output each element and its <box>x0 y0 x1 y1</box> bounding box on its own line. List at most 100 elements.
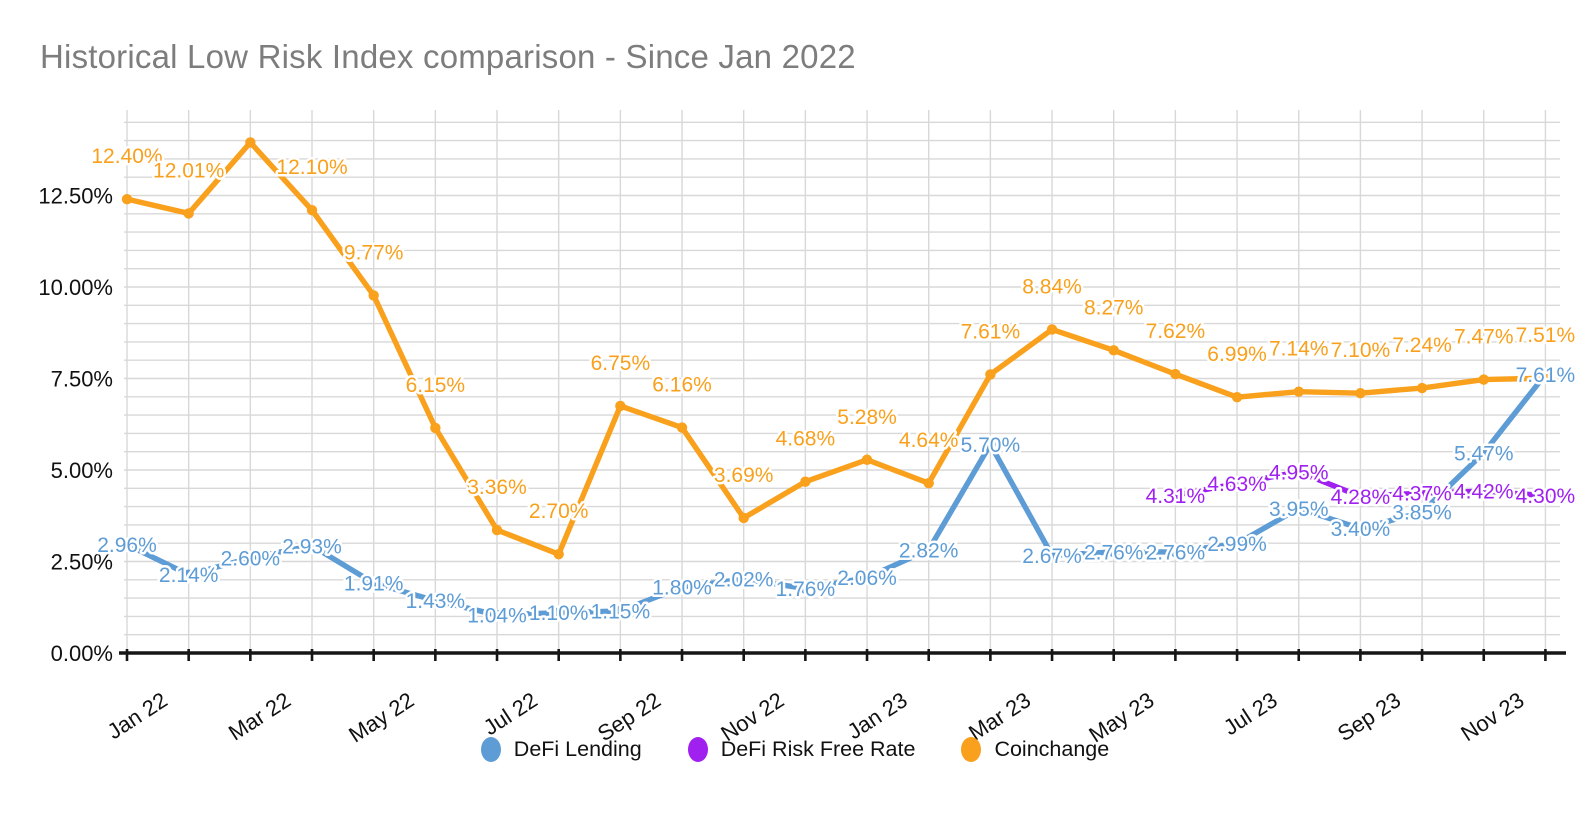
data-label: 6.16% <box>652 374 712 397</box>
data-label: 2.06% <box>837 567 897 590</box>
data-label: 7.24% <box>1392 334 1452 357</box>
data-label: 7.14% <box>1269 338 1329 361</box>
data-label: 4.95% <box>1269 461 1329 484</box>
x-tick-label: Jan 22 <box>103 687 172 744</box>
data-label: 4.63% <box>1207 473 1267 496</box>
series-point <box>676 581 688 593</box>
series-point <box>1416 506 1428 518</box>
data-label: 7.62% <box>1146 320 1206 343</box>
data-label: 4.42% <box>1454 481 1514 504</box>
data-label: 4.28% <box>1331 486 1391 509</box>
data-label: 6.75% <box>591 352 651 375</box>
y-axis-labels: 0.00% 2.50% 5.00% 7.50% 10.00% 12.50% <box>38 184 113 667</box>
series-point <box>1293 466 1304 478</box>
series-point <box>1170 546 1181 558</box>
series-point <box>1478 486 1489 497</box>
series-point <box>1540 490 1551 501</box>
series-point <box>800 583 811 594</box>
series-point <box>738 512 749 524</box>
series-point <box>245 552 256 564</box>
series-point <box>1108 546 1119 558</box>
series-point <box>1355 523 1366 534</box>
series-point <box>1540 372 1551 384</box>
data-label: 5.70% <box>961 434 1021 457</box>
series-point <box>1231 391 1243 403</box>
data-label: 4.31% <box>1146 485 1206 508</box>
data-label: 5.28% <box>837 406 897 429</box>
data-label: 1.04% <box>467 604 527 627</box>
series-point <box>306 204 318 216</box>
data-label: 4.64% <box>899 429 959 452</box>
data-labels-defi-risk-free-rate: 4.31%4.63%4.95%4.28% 4.37% 4.42% 4.30% <box>1143 459 1578 512</box>
data-label: 1.43% <box>406 590 466 613</box>
data-label: 7.61% <box>1516 364 1576 387</box>
data-label: 6.15% <box>406 374 466 397</box>
data-label: 2.67% <box>1022 545 1082 568</box>
data-label: 2.82% <box>899 539 959 562</box>
series-point <box>985 369 996 380</box>
legend-label: Coinchange <box>994 737 1110 761</box>
series-point <box>615 400 626 412</box>
data-label: 7.61% <box>961 320 1021 343</box>
series-point <box>1046 550 1058 561</box>
y-tick-label: 12.50% <box>38 184 113 209</box>
data-label: 1.80% <box>652 577 712 600</box>
data-label: 3.69% <box>714 464 774 487</box>
series-point <box>553 607 564 618</box>
series-point <box>861 572 873 583</box>
data-label: 4.30% <box>1516 485 1576 508</box>
data-label: 2.14% <box>159 564 219 587</box>
series-point <box>245 137 256 148</box>
legend-item-defi-lending[interactable]: DeFi Lending <box>480 737 642 762</box>
data-label: 8.84% <box>1022 275 1082 298</box>
data-label: 12.01% <box>153 159 224 182</box>
series-point <box>1416 382 1428 394</box>
series-point <box>183 208 194 219</box>
y-tick-label: 0.00% <box>51 641 113 666</box>
series-point <box>1478 447 1489 458</box>
data-labels-defi-lending: 2.96%2.14%2.60%2.93%1.91%1.43%1.04% 1.10%… <box>95 361 1578 629</box>
legend-swatch-defi-lending <box>480 737 501 762</box>
legend: DeFi Lending DeFi Risk Free Rate Coinchang… <box>0 737 1590 762</box>
data-label: 2.02% <box>714 569 774 592</box>
series-defi-risk-free-rate <box>1170 466 1551 502</box>
x-tick-label: Jan 23 <box>843 687 912 744</box>
data-label: 12.10% <box>276 156 347 179</box>
series-point <box>1478 374 1489 385</box>
series-line <box>124 371 1549 618</box>
series-point <box>430 595 441 606</box>
legend-item-defi-risk-free-rate[interactable]: DeFi Risk Free Rate <box>687 737 916 762</box>
data-label: 2.76% <box>1146 541 1206 564</box>
series-point <box>183 569 194 580</box>
legend-item-coinchange[interactable]: Coinchange <box>961 737 1109 762</box>
series-point <box>861 454 873 465</box>
data-label: 9.77% <box>344 241 404 264</box>
y-tick-label: 5.00% <box>51 458 113 483</box>
vertical-gridlines <box>126 110 1547 653</box>
series-point <box>1231 538 1243 549</box>
y-tick-label: 10.00% <box>38 275 113 300</box>
data-label: 12.40% <box>91 145 162 168</box>
series-point <box>615 605 626 617</box>
data-label: 1.91% <box>344 573 404 596</box>
series-point <box>553 548 564 560</box>
series-point <box>1170 368 1181 380</box>
data-label: 8.27% <box>1084 296 1144 319</box>
data-label: 2.70% <box>529 500 589 523</box>
data-label: 6.99% <box>1207 343 1267 366</box>
x-tick-label: Jul 22 <box>479 687 542 740</box>
series-point <box>923 544 934 555</box>
data-label: 2.96% <box>97 534 157 557</box>
series-point <box>491 609 503 621</box>
series-point <box>1293 386 1304 397</box>
data-label: 7.47% <box>1454 326 1514 349</box>
series-point <box>1108 345 1119 356</box>
x-axis-ticks <box>125 649 1547 661</box>
series-point <box>985 439 996 450</box>
series-point <box>1355 491 1366 502</box>
legend-label: DeFi Risk Free Rate <box>720 737 916 761</box>
data-label: 5.47% <box>1454 442 1514 465</box>
chart-title: Historical Low Risk Index comparison - S… <box>40 38 856 75</box>
data-label: 7.10% <box>1331 339 1391 362</box>
x-tick-label: Jul 23 <box>1219 687 1282 740</box>
